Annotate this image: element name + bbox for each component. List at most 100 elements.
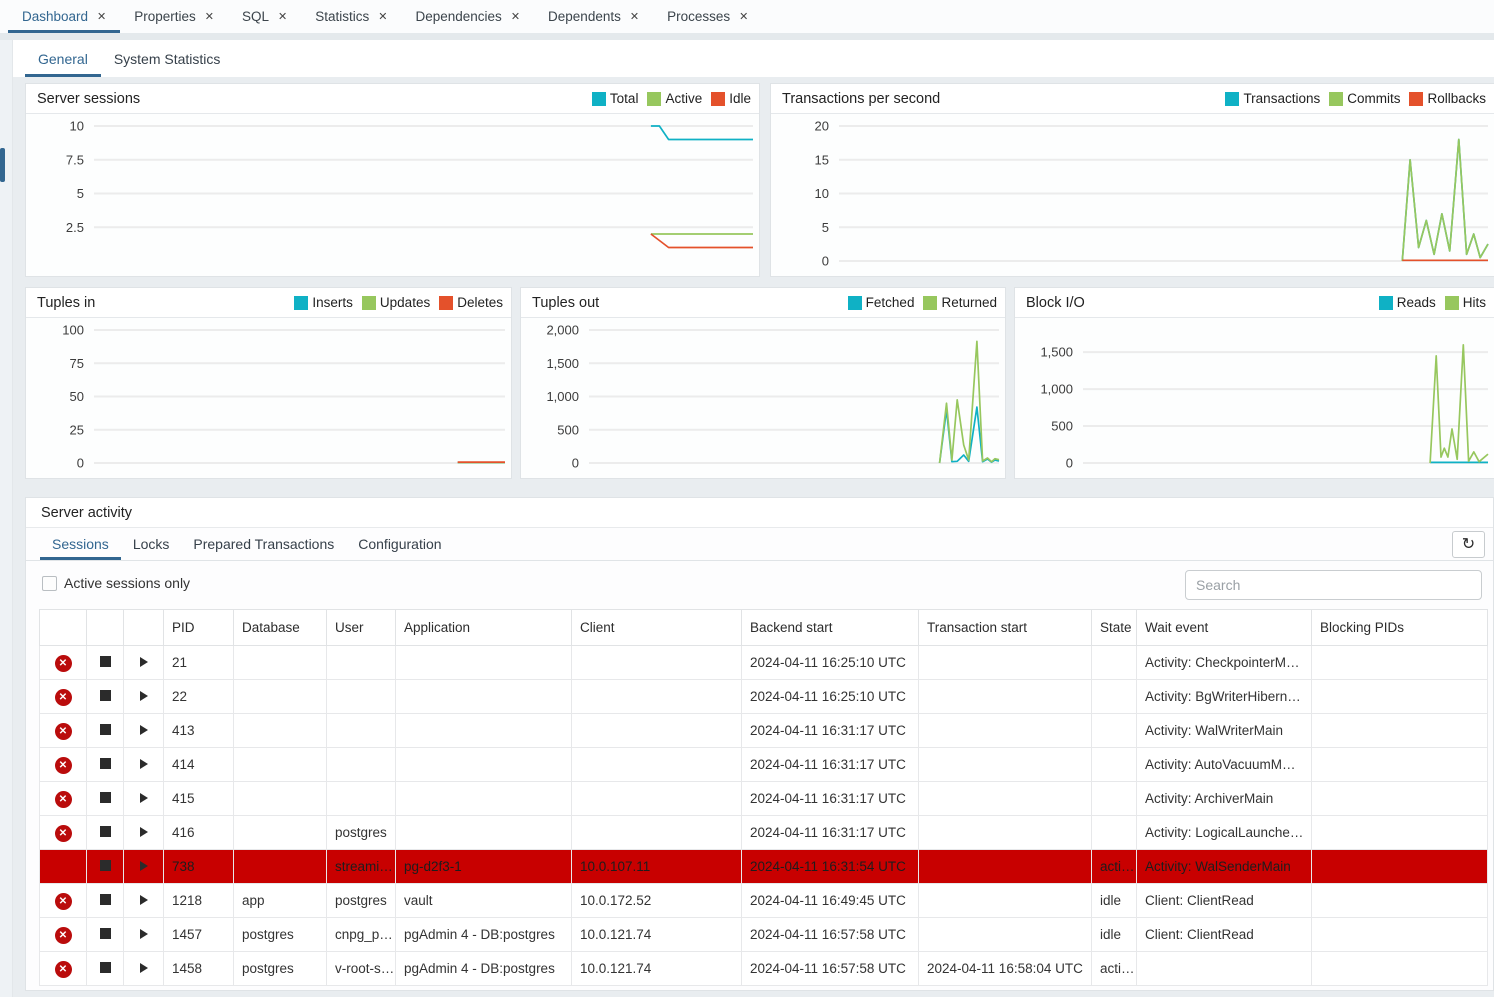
- column-header-wait-event[interactable]: Wait event: [1137, 610, 1312, 646]
- column-header-database[interactable]: Database: [234, 610, 327, 646]
- column-header-icon: [87, 610, 124, 646]
- search-input[interactable]: [1185, 570, 1482, 600]
- expand-row-icon[interactable]: [140, 759, 148, 769]
- tab-label: System Statistics: [114, 51, 221, 67]
- close-tab-icon[interactable]: ✕: [278, 10, 287, 23]
- cell-expand: [124, 816, 164, 850]
- cell-backend-start: 2024-04-11 16:57:58 UTC: [742, 918, 919, 952]
- tab-dashboard[interactable]: Dashboard✕: [8, 0, 120, 33]
- cancel-query-icon[interactable]: [100, 758, 111, 769]
- tab-dependencies[interactable]: Dependencies✕: [401, 0, 534, 33]
- cell-user: [327, 782, 396, 816]
- expand-row-icon[interactable]: [140, 725, 148, 735]
- column-header-state[interactable]: State: [1092, 610, 1137, 646]
- terminate-session-icon[interactable]: ✕: [55, 655, 72, 672]
- cancel-query-icon[interactable]: [100, 928, 111, 939]
- close-tab-icon[interactable]: ✕: [511, 10, 520, 23]
- cell-user: postgres: [327, 884, 396, 918]
- expand-row-icon[interactable]: [140, 929, 148, 939]
- cell-wait-event: Activity: WalSenderMain: [1137, 850, 1312, 884]
- close-tab-icon[interactable]: ✕: [97, 10, 106, 23]
- tab-locks[interactable]: Locks: [121, 528, 182, 560]
- tab-statistics[interactable]: Statistics✕: [301, 0, 401, 33]
- terminate-session-icon[interactable]: ✕: [55, 791, 72, 808]
- cell-application: [396, 680, 572, 714]
- panel-drag-handle[interactable]: [0, 148, 5, 182]
- close-tab-icon[interactable]: ✕: [378, 10, 387, 23]
- cell-terminate: ✕: [40, 918, 87, 952]
- cancel-query-icon[interactable]: [100, 724, 111, 735]
- cell-expand: [124, 952, 164, 986]
- chart-legend: TransactionsCommitsRollbacks: [1225, 91, 1486, 106]
- column-header-user[interactable]: User: [327, 610, 396, 646]
- cell-blocking-pids: [1312, 816, 1488, 850]
- panel-title: Tuples out: [532, 295, 599, 311]
- session-row: ✕1458postgresv-root-s…pgAdmin 4 - DB:pos…: [40, 952, 1488, 986]
- terminate-session-icon[interactable]: ✕: [55, 927, 72, 944]
- terminate-session-icon[interactable]: ✕: [55, 961, 72, 978]
- expand-row-icon[interactable]: [140, 793, 148, 803]
- cell-client: [572, 646, 742, 680]
- terminate-session-icon[interactable]: ✕: [55, 723, 72, 740]
- column-header-client[interactable]: Client: [572, 610, 742, 646]
- expand-row-icon[interactable]: [140, 827, 148, 837]
- legend-item: Rollbacks: [1409, 91, 1486, 106]
- legend-swatch-icon: [923, 296, 937, 310]
- terminate-session-icon[interactable]: ✕: [55, 757, 72, 774]
- tab-system-statistics[interactable]: System Statistics: [101, 40, 234, 77]
- tab-sql[interactable]: SQL✕: [228, 0, 301, 33]
- expand-row-icon[interactable]: [140, 657, 148, 667]
- legend-label: Updates: [380, 295, 430, 310]
- svg-text:1,000: 1,000: [546, 389, 579, 404]
- cancel-query-icon[interactable]: [100, 656, 111, 667]
- column-header-blocking-pids[interactable]: Blocking PIDs: [1312, 610, 1488, 646]
- tab-processes[interactable]: Processes✕: [653, 0, 762, 33]
- cell-application: [396, 782, 572, 816]
- terminate-session-icon[interactable]: ✕: [55, 689, 72, 706]
- cell-state: idle: [1092, 918, 1137, 952]
- refresh-button[interactable]: ↻: [1452, 531, 1485, 558]
- panel-tuples-out: Tuples out FetchedReturned 2,0001,5001,0…: [520, 287, 1006, 479]
- legend-label: Commits: [1347, 91, 1400, 106]
- cancel-query-icon[interactable]: [100, 792, 111, 803]
- active-sessions-checkbox[interactable]: [42, 576, 57, 591]
- tab-general[interactable]: General: [25, 40, 101, 77]
- cancel-query-icon[interactable]: [100, 690, 111, 701]
- svg-text:20: 20: [815, 119, 829, 134]
- expand-row-icon[interactable]: [140, 895, 148, 905]
- legend-label: Active: [665, 91, 702, 106]
- svg-text:500: 500: [557, 422, 579, 437]
- terminate-session-icon[interactable]: ✕: [55, 893, 72, 910]
- cell-backend-start: 2024-04-11 16:31:17 UTC: [742, 748, 919, 782]
- tab-properties[interactable]: Properties✕: [120, 0, 228, 33]
- tab-label: Sessions: [52, 536, 109, 552]
- close-tab-icon[interactable]: ✕: [630, 10, 639, 23]
- close-tab-icon[interactable]: ✕: [739, 10, 748, 23]
- panel-transactions-per-second: Transactions per second TransactionsComm…: [770, 83, 1494, 277]
- legend-swatch-icon: [294, 296, 308, 310]
- tab-dependents[interactable]: Dependents✕: [534, 0, 653, 33]
- session-row: ✕1457postgrescnpg_p…pgAdmin 4 - DB:postg…: [40, 918, 1488, 952]
- cell-wait-event: Activity: WalWriterMain: [1137, 714, 1312, 748]
- cell-database: [234, 850, 327, 884]
- expand-row-icon[interactable]: [140, 691, 148, 701]
- expand-row-icon[interactable]: [140, 861, 148, 871]
- panel-title: Tuples in: [37, 295, 95, 311]
- cancel-query-icon[interactable]: [100, 962, 111, 973]
- cancel-query-icon[interactable]: [100, 894, 111, 905]
- close-tab-icon[interactable]: ✕: [205, 10, 214, 23]
- terminate-session-icon[interactable]: ✕: [55, 825, 72, 842]
- cell-blocking-pids: [1312, 952, 1488, 986]
- tab-sessions[interactable]: Sessions: [40, 528, 121, 560]
- column-header-transaction-start[interactable]: Transaction start: [919, 610, 1092, 646]
- legend-item: Total: [592, 91, 639, 106]
- column-header-backend-start[interactable]: Backend start: [742, 610, 919, 646]
- expand-row-icon[interactable]: [140, 963, 148, 973]
- column-header-application[interactable]: Application: [396, 610, 572, 646]
- column-header-pid[interactable]: PID: [164, 610, 234, 646]
- cancel-query-icon[interactable]: [100, 826, 111, 837]
- svg-text:0: 0: [77, 456, 84, 471]
- cancel-query-icon[interactable]: [100, 860, 111, 871]
- tab-configuration[interactable]: Configuration: [346, 528, 453, 560]
- tab-prepared-transactions[interactable]: Prepared Transactions: [181, 528, 346, 560]
